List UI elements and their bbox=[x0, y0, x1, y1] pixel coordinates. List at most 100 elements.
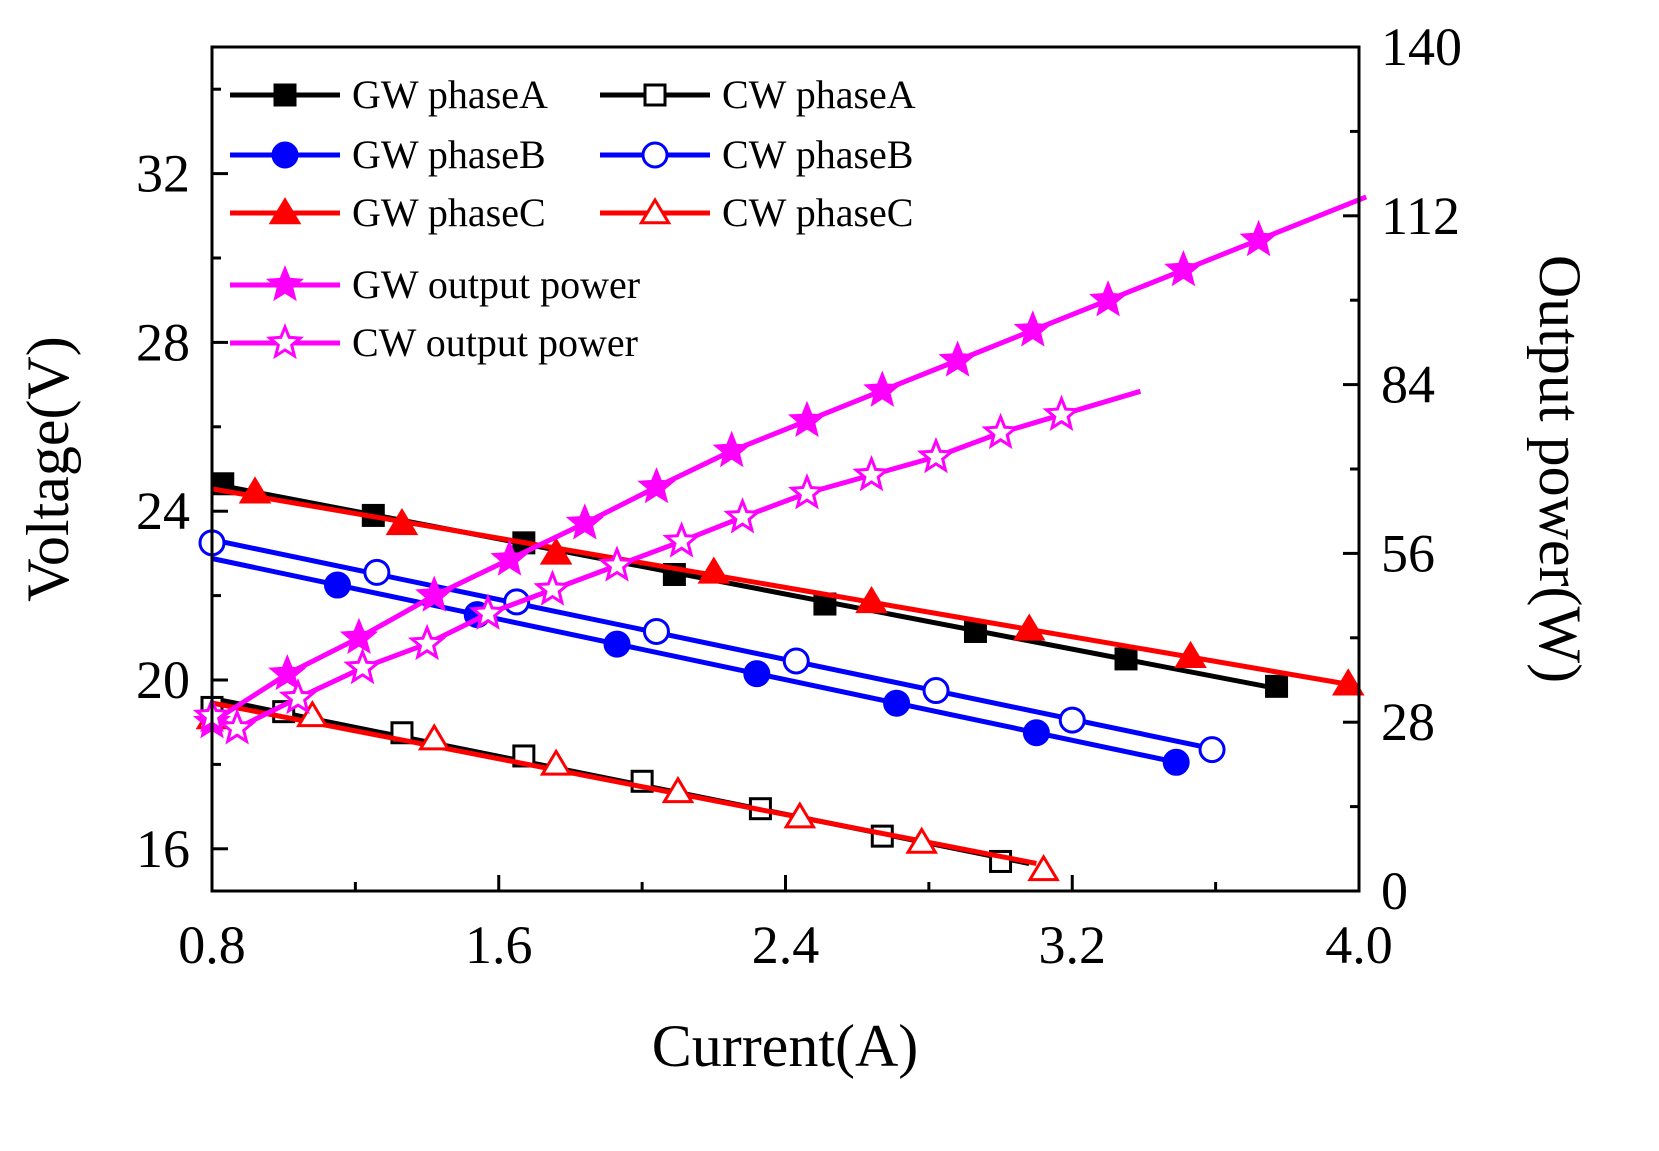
data-point bbox=[597, 545, 637, 582]
data-point bbox=[963, 619, 987, 643]
data-point bbox=[268, 653, 307, 691]
series-gw-output-power bbox=[192, 194, 1368, 739]
data-point bbox=[863, 370, 902, 407]
data-point bbox=[218, 708, 257, 745]
data-point bbox=[916, 436, 956, 474]
series-cw-phaseb bbox=[198, 529, 1226, 764]
legend-label: CW output power bbox=[352, 320, 638, 365]
legend-label: CW phaseA bbox=[722, 72, 916, 117]
x-tick-label: 2.4 bbox=[752, 915, 820, 975]
y-tick-label: 28 bbox=[136, 312, 190, 372]
data-point bbox=[385, 507, 419, 536]
y-tick-label: 32 bbox=[136, 144, 190, 204]
data-point bbox=[1198, 736, 1226, 764]
data-point bbox=[363, 558, 391, 586]
y2-tick-label: 140 bbox=[1381, 17, 1462, 77]
legend-label: GW phaseB bbox=[352, 132, 546, 177]
data-point bbox=[637, 467, 676, 504]
legend-label: GW output power bbox=[352, 262, 640, 307]
data-point bbox=[565, 503, 604, 540]
legend-marker bbox=[271, 141, 299, 169]
data-point bbox=[782, 647, 810, 675]
legend-marker bbox=[273, 83, 297, 107]
data-point bbox=[905, 826, 939, 854]
data-point bbox=[1331, 668, 1365, 696]
data-point bbox=[603, 630, 631, 658]
data-point bbox=[1058, 706, 1086, 734]
y-tick-label: 24 bbox=[136, 481, 190, 541]
x-axis-title: Current(A) bbox=[652, 1013, 919, 1079]
x-tick-label: 3.2 bbox=[1039, 915, 1107, 975]
data-point bbox=[883, 689, 911, 717]
y2-tick-label: 112 bbox=[1381, 186, 1460, 246]
data-point bbox=[787, 473, 827, 510]
data-point bbox=[852, 454, 891, 492]
series-cw-phasec bbox=[195, 699, 1060, 882]
data-point bbox=[1013, 310, 1052, 347]
legend-label: CW phaseB bbox=[722, 132, 913, 177]
data-point bbox=[712, 430, 751, 468]
data-point bbox=[787, 400, 827, 437]
data-point bbox=[1022, 719, 1050, 747]
data-point bbox=[642, 617, 670, 645]
series-layer bbox=[192, 194, 1368, 882]
legend: GW phaseA CW phaseA GW phaseB CW phaseB GW p… bbox=[230, 72, 916, 365]
data-point bbox=[490, 539, 529, 576]
legend-entry: GW phaseB bbox=[230, 132, 546, 177]
legend-label: CW phaseC bbox=[722, 190, 913, 235]
legend-entry: CW output power bbox=[230, 320, 638, 365]
legend-marker bbox=[268, 197, 302, 225]
data-point bbox=[1162, 748, 1190, 776]
x-tick-label: 0.8 bbox=[178, 915, 246, 975]
data-point bbox=[661, 775, 695, 804]
y2-tick-label: 28 bbox=[1381, 692, 1435, 752]
y2-tick-label: 84 bbox=[1381, 355, 1435, 415]
data-point bbox=[539, 537, 573, 565]
legend-label: GW phaseC bbox=[352, 190, 546, 235]
data-point bbox=[1027, 853, 1060, 882]
data-point bbox=[1089, 280, 1128, 317]
data-point bbox=[1012, 613, 1046, 641]
y-tick-label: 16 bbox=[136, 819, 190, 879]
data-point bbox=[417, 723, 451, 751]
legend-marker bbox=[265, 264, 305, 302]
data-point bbox=[938, 340, 977, 377]
legend-marker bbox=[638, 197, 672, 225]
legend-entry: GW phaseA bbox=[230, 72, 548, 117]
axes-layer: 0.8 1.6 2.4 3.2 4.0 16 20 24 28 32 0 28 56 84 112 140 bbox=[136, 17, 1462, 975]
legend-entry: CW phaseA bbox=[600, 72, 916, 117]
data-point bbox=[323, 571, 351, 599]
x-tick-label: 1.6 bbox=[465, 915, 533, 975]
data-point bbox=[855, 586, 888, 614]
legend-entry: GW phaseC bbox=[230, 190, 546, 235]
series-line bbox=[210, 388, 1142, 731]
data-point bbox=[238, 476, 272, 504]
series-line bbox=[211, 556, 1181, 766]
data-point bbox=[783, 801, 817, 829]
y-tick-label: 20 bbox=[136, 650, 190, 710]
y-axis-title: Voltage(V) bbox=[15, 336, 81, 602]
data-point bbox=[743, 660, 771, 688]
data-point bbox=[468, 593, 508, 630]
data-point bbox=[1174, 640, 1207, 669]
y2-tick-label: 0 bbox=[1381, 861, 1408, 921]
data-point bbox=[296, 699, 329, 728]
series-gw-phasea bbox=[211, 472, 1289, 698]
legend-marker bbox=[643, 83, 667, 107]
y2-axis-title: Output power(W) bbox=[1527, 255, 1593, 683]
data-point bbox=[1239, 219, 1278, 257]
data-point bbox=[981, 412, 1020, 450]
series-gw-phasec bbox=[211, 476, 1365, 696]
data-point bbox=[1164, 250, 1203, 287]
data-point bbox=[662, 521, 701, 558]
data-point bbox=[415, 575, 454, 612]
x-tick-label: 4.0 bbox=[1325, 915, 1393, 975]
data-point bbox=[339, 617, 379, 654]
data-point bbox=[407, 623, 447, 661]
data-point bbox=[1114, 647, 1138, 671]
legend-marker bbox=[641, 141, 669, 169]
legend-label: GW phaseA bbox=[352, 72, 548, 117]
legend-entry: GW output power bbox=[230, 262, 640, 307]
data-point bbox=[723, 497, 762, 534]
